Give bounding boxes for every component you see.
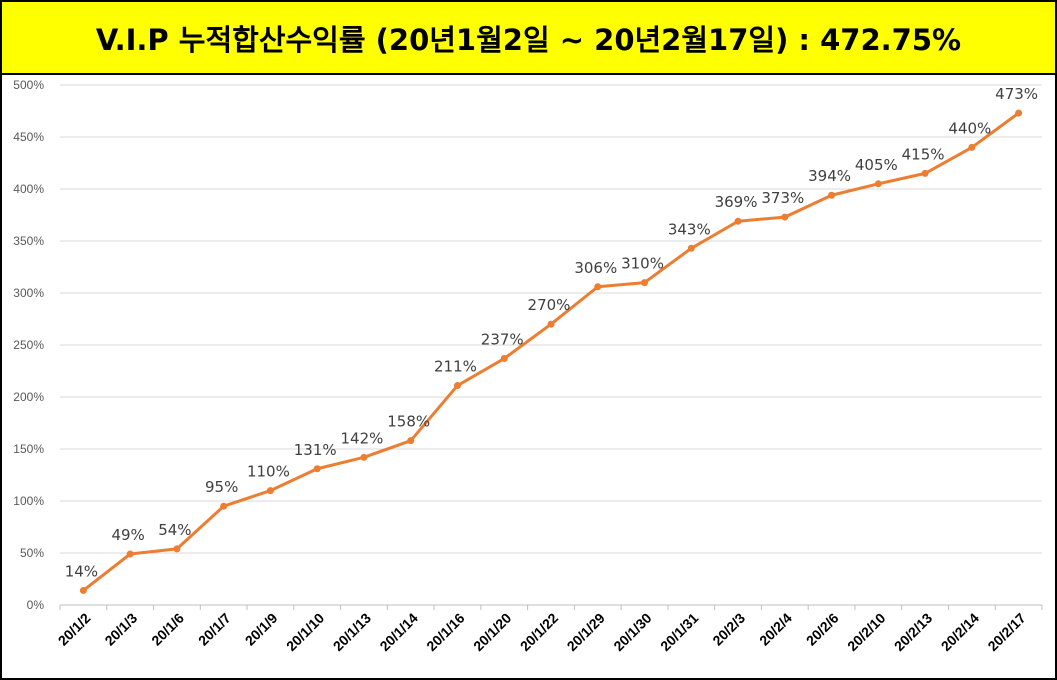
series-line [79,109,1023,594]
x-tick-label: 20/2/6 [803,610,842,649]
data-label: 440% [948,119,991,137]
title-bar: V.I.P 누적합산수익률 (20년1월2일 ~ 20년2월17일) : 472… [2,2,1055,75]
y-axis: 0% 50% 100% 150% 200% 250% 300% 350% 400% 450% 500… [13,78,44,612]
data-point [687,244,695,252]
data-point [313,465,321,473]
y-tick-label: 400% [13,182,44,196]
y-tick-label: 0% [27,598,45,612]
data-point [1015,109,1023,117]
x-tick-label: 20/2/3 [709,610,748,649]
data-label: 49% [111,526,144,544]
gridlines [60,84,1042,606]
data-label: 306% [574,259,617,277]
x-tick-label: 20/1/13 [330,610,374,654]
data-point [921,169,929,177]
data-label: 415% [902,145,945,163]
data-label: 95% [205,478,238,496]
x-tick-label: 20/1/30 [610,610,654,654]
data-point [968,143,976,151]
data-point [641,279,649,287]
y-tick-label: 50% [20,546,44,560]
data-label: 310% [621,255,664,273]
x-tick-label: 20/1/6 [148,610,187,649]
data-point [547,320,555,328]
data-point [734,217,742,225]
data-point [594,283,602,291]
x-tick-label: 20/1/14 [376,610,420,654]
y-tick-label: 250% [13,338,44,352]
data-label: 211% [434,358,477,376]
x-tick-label: 20/2/14 [938,610,982,654]
data-label: 131% [294,441,337,459]
data-point [220,502,228,510]
data-label: 14% [65,562,98,580]
x-tick-label: 20/1/7 [195,610,234,649]
data-point [360,453,368,461]
data-point [173,545,181,553]
line-chart: 0% 50% 100% 150% 200% 250% 300% 350% 400% 450% 500… [13,78,1043,654]
data-label: 394% [808,167,851,185]
data-point [126,550,134,558]
y-tick-label: 500% [13,78,44,92]
x-tick-label: 20/1/22 [517,610,561,654]
data-label: 373% [761,189,804,207]
data-point [874,180,882,188]
x-tick-label: 20/1/10 [283,610,327,654]
data-label: 237% [481,331,524,349]
x-tick-label: 20/1/20 [470,610,514,654]
data-label: 369% [715,193,758,211]
y-tick-label: 450% [13,130,44,144]
x-tick-label: 20/1/31 [657,610,701,654]
data-label: 473% [995,85,1038,103]
y-tick-label: 300% [13,286,44,300]
y-tick-label: 150% [13,442,44,456]
x-tick-label: 20/2/13 [891,610,935,654]
data-label: 158% [387,413,430,431]
data-point [453,382,461,390]
x-tick-label: 20/2/17 [984,610,1028,654]
data-point [407,437,415,445]
y-tick-label: 100% [13,494,44,508]
data-label: 270% [528,296,571,314]
chart-title: V.I.P 누적합산수익률 (20년1월2일 ~ 20년2월17일) : 472… [95,22,962,57]
data-label: 110% [247,463,290,481]
data-labels: 14% 49% 54% 95% 110%131%142%158% 211%237%270%… [65,85,1038,580]
data-point [781,213,789,221]
data-label: 54% [158,521,191,539]
x-tick-label: 20/2/4 [756,610,795,649]
x-tick-label: 20/1/29 [564,610,608,654]
data-label: 405% [855,156,898,174]
x-tick-label: 20/1/2 [55,610,94,649]
x-axis: 20/1/2 20/1/3 20/1/6 20/1/7 20/1/9 20/1/10 20/… [55,605,1043,654]
data-point [500,355,508,363]
data-point [828,191,836,199]
x-tick-label: 20/1/3 [101,610,140,649]
data-label: 343% [668,220,711,238]
data-point [79,586,87,594]
x-tick-label: 20/1/9 [242,610,281,649]
x-tick-label: 20/1/16 [423,610,467,654]
data-point [266,487,274,495]
x-tick-label: 20/2/10 [844,610,888,654]
y-tick-label: 200% [13,390,44,404]
y-tick-label: 350% [13,234,44,248]
data-label: 142% [341,429,384,447]
